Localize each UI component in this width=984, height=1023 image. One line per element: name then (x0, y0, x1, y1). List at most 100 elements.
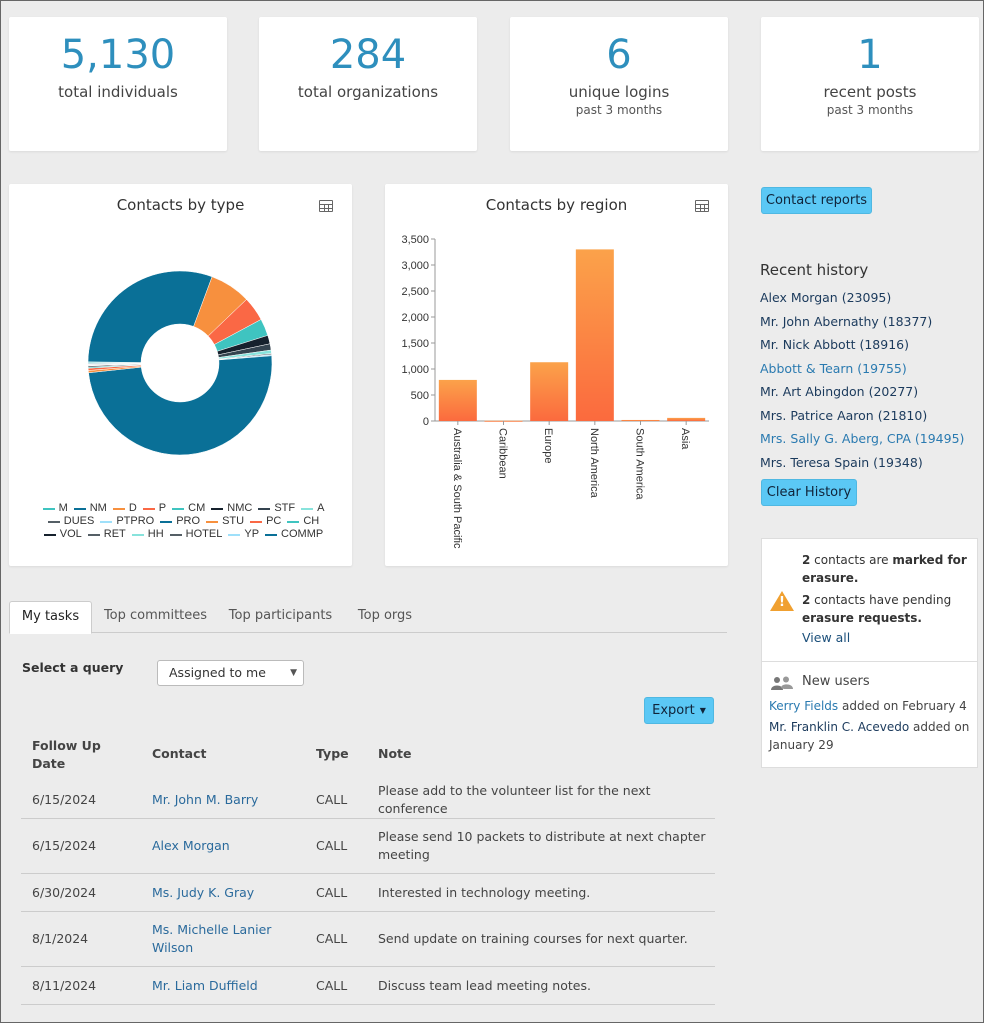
legend-item[interactable]: CM (172, 502, 205, 515)
bar-chart: 3,500 3,000 2,500 2,000 1,500 1,000 500 0 Austra… (401, 234, 709, 549)
stat-label: recent posts (823, 83, 917, 101)
table-view-icon[interactable] (695, 200, 709, 212)
legend-swatch (287, 520, 300, 523)
legend-label: VOL (59, 528, 82, 540)
legend-swatch (131, 533, 144, 536)
erasure-text: contacts are (810, 553, 893, 567)
warning-icon (770, 591, 794, 611)
col-follow-up-date[interactable]: Follow Up Date (32, 738, 101, 771)
cell-type: CALL (316, 884, 348, 900)
legend-swatch (47, 520, 60, 523)
legend-item[interactable]: STU (206, 515, 244, 528)
recent-history-item[interactable]: Mr. John Abernathy (18377) (760, 313, 933, 329)
legend-item[interactable]: PRO (160, 515, 200, 528)
clear-history-button[interactable]: Clear History (761, 479, 857, 506)
cell-note: Please send 10 packets to distribute at … (378, 829, 706, 862)
chevron-down-icon: ▼ (290, 668, 297, 678)
legend-item[interactable]: COMMP (265, 528, 323, 541)
legend-item[interactable]: NM (73, 502, 107, 515)
cell-date: 8/1/2024 (32, 931, 89, 946)
recent-history-item[interactable]: Alex Morgan (23095) (760, 290, 892, 305)
contacts-by-region-chart: Contacts by region 3,500 3,000 2,500 2,000 1… (385, 184, 728, 566)
legend-swatch (228, 533, 241, 536)
pie-slice-commp[interactable] (87, 362, 142, 364)
tab-top-committees[interactable]: Top committees (103, 608, 208, 623)
recent-history-item[interactable]: Mrs. Sally G. Aberg, CPA (19495) (760, 431, 965, 446)
stat-card-logins: 6 unique logins past 3 months (510, 17, 728, 151)
recent-history-item[interactable]: Mr. Art Abingdon (20277) (760, 384, 919, 399)
legend-item[interactable]: D (112, 502, 137, 515)
query-selected: Assigned to me (169, 665, 266, 680)
legend-item[interactable]: RET (87, 528, 126, 541)
stat-value: 1 (857, 32, 883, 78)
recent-history-item[interactable]: Abbott & Tearn (19755) (760, 360, 907, 376)
tab-top-orgs[interactable]: Top orgs (357, 608, 413, 623)
legend-swatch (87, 533, 100, 536)
recent-history-item[interactable]: Mr. Nick Abbott (18916) (760, 337, 909, 352)
legend-item[interactable]: P (142, 502, 167, 515)
legend-item[interactable]: PTPRO (100, 515, 154, 528)
bar-south-america[interactable] (621, 419, 660, 421)
legend-label: NM (89, 502, 107, 514)
cell-contact[interactable]: Mr. John M. Barry (152, 791, 259, 807)
stat-card-posts: 1 recent posts past 3 months (761, 17, 979, 151)
col-note[interactable]: Note (378, 746, 412, 761)
pie-slice-pro[interactable] (88, 355, 273, 456)
legend-item[interactable]: DUES (47, 515, 94, 528)
bar-australia-south-pacific[interactable] (438, 379, 477, 421)
chart-legend: M NM D P CM NMC STF A DUES PTPRO PRO STU PC CH VOL RET H… (35, 502, 332, 541)
table-body: 6/15/2024 Mr. John M. Barry CALL Please add… (21, 781, 715, 1005)
legend-label: P (158, 502, 167, 514)
new-user-link[interactable]: Kerry Fields (769, 699, 839, 713)
contact-reports-button[interactable]: Contact reports (761, 187, 872, 214)
legend-item[interactable]: HH (131, 528, 164, 541)
legend-item[interactable]: CH (287, 515, 319, 528)
y-tick-label: 3,500 (401, 234, 429, 246)
export-button[interactable]: Export ▼ (644, 697, 714, 724)
bar-north-america[interactable] (575, 249, 614, 421)
legend-swatch (206, 520, 219, 523)
table-view-icon[interactable] (319, 200, 333, 212)
legend-label: PTPRO (116, 515, 155, 527)
y-tick-label: 2,000 (401, 312, 429, 324)
legend-item[interactable]: NMC (211, 502, 252, 515)
legend-item[interactable]: YP (228, 528, 259, 541)
y-tick-label: 1,500 (401, 338, 429, 350)
cell-contact[interactable]: Mr. Liam Duffield (152, 977, 258, 993)
caret-down-icon: ▼ (699, 706, 706, 715)
y-tick-label: 1,000 (401, 364, 429, 376)
x-tick-label: South America (634, 428, 646, 500)
view-all-link[interactable]: View all (802, 630, 851, 645)
recent-history-item[interactable]: Mrs. Patrice Aaron (21810) (760, 407, 928, 423)
x-tick-label: Asia (679, 428, 691, 450)
cell-date: 6/15/2024 (32, 791, 97, 807)
legend-item[interactable]: PC (250, 515, 281, 528)
legend-item[interactable]: HOTEL (169, 528, 222, 541)
new-user-text: added on February 4 (838, 699, 967, 713)
cell-contact[interactable]: Alex Morgan (152, 838, 230, 853)
legend-item[interactable]: M (42, 502, 68, 515)
cell-type: CALL (316, 931, 348, 946)
stat-value: 284 (329, 32, 407, 78)
legend-item[interactable]: VOL (43, 528, 82, 541)
tab-my-tasks[interactable]: My tasks (9, 601, 92, 634)
query-label: Select a query (22, 660, 124, 675)
pending-text: contacts have pending (810, 593, 952, 607)
query-select[interactable]: Assigned to me ▼ (157, 660, 304, 686)
bar-asia[interactable] (667, 417, 706, 421)
cell-contact[interactable]: Ms. Michelle Lanier Wilson (152, 922, 272, 955)
col-contact[interactable]: Contact (152, 746, 207, 761)
bar-europe[interactable] (530, 362, 569, 421)
legend-swatch (112, 507, 125, 510)
tasks-table: Follow Up Date Contact Type Note 6/15/20… (21, 733, 715, 1005)
pie-slice-nm[interactable] (87, 270, 213, 363)
legend-item[interactable]: A (301, 502, 324, 515)
recent-history-item[interactable]: Mrs. Teresa Spain (19348) (760, 454, 923, 470)
table-header: Follow Up Date Contact Type Note (21, 733, 715, 781)
legend-item[interactable]: STF (258, 502, 295, 515)
tab-top-participants[interactable]: Top participants (228, 608, 333, 623)
cell-contact[interactable]: Ms. Judy K. Gray (152, 884, 255, 900)
new-user-link[interactable]: Mr. Franklin C. Acevedo (769, 720, 910, 734)
x-tick-label: Australia & South Pacific (451, 428, 463, 549)
col-type[interactable]: Type (316, 746, 349, 761)
